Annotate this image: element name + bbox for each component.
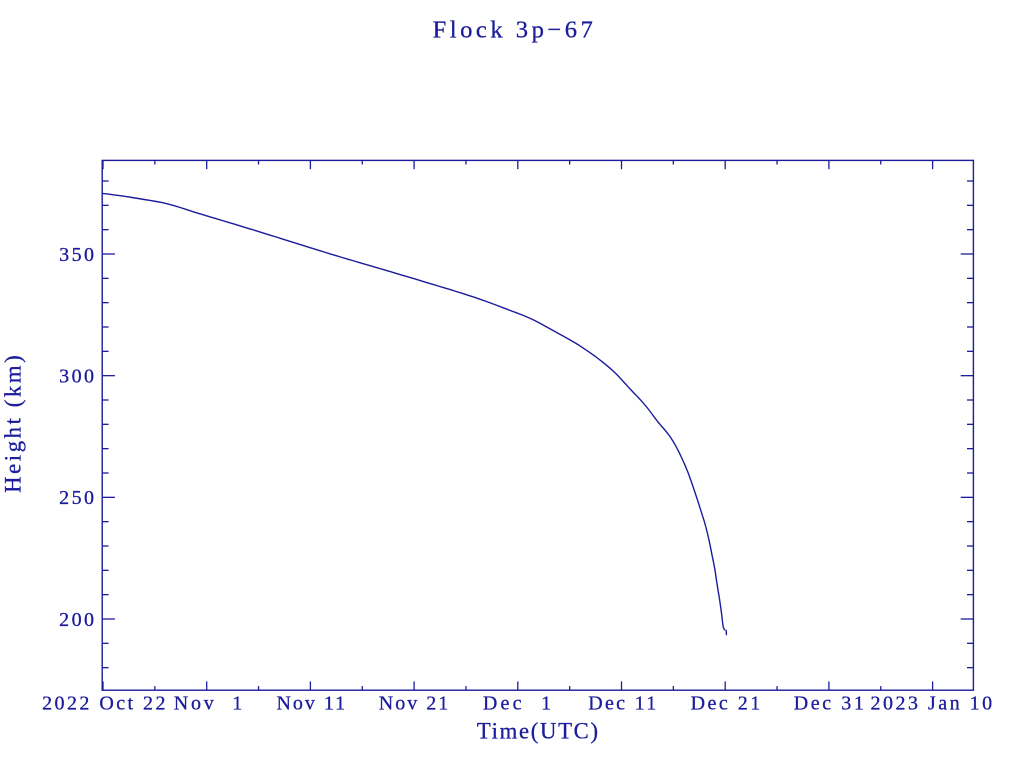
svg-text:2023 Jan 10: 2023 Jan 10 (871, 693, 995, 715)
svg-text:Height (km): Height (km) (1, 353, 26, 493)
svg-text:Dec 31: Dec 31 (794, 693, 867, 715)
svg-text:350: 350 (59, 244, 96, 266)
svg-text:Nov 11: Nov 11 (276, 693, 347, 715)
svg-text:Time(UTC): Time(UTC) (477, 719, 600, 744)
svg-text:Flock 3p−67: Flock 3p−67 (433, 16, 597, 43)
svg-text:2022 Oct 22: 2022 Oct 22 (42, 693, 168, 715)
svg-text:300: 300 (59, 366, 96, 388)
svg-text:Dec 11: Dec 11 (588, 693, 658, 715)
svg-text:Dec 21: Dec 21 (691, 693, 763, 715)
svg-text:Nov 21: Nov 21 (379, 693, 450, 715)
svg-text:200: 200 (59, 609, 96, 631)
svg-text:250: 250 (59, 487, 96, 509)
svg-text:Nov 1: Nov 1 (174, 693, 245, 715)
svg-text:Dec 1: Dec 1 (483, 693, 554, 715)
